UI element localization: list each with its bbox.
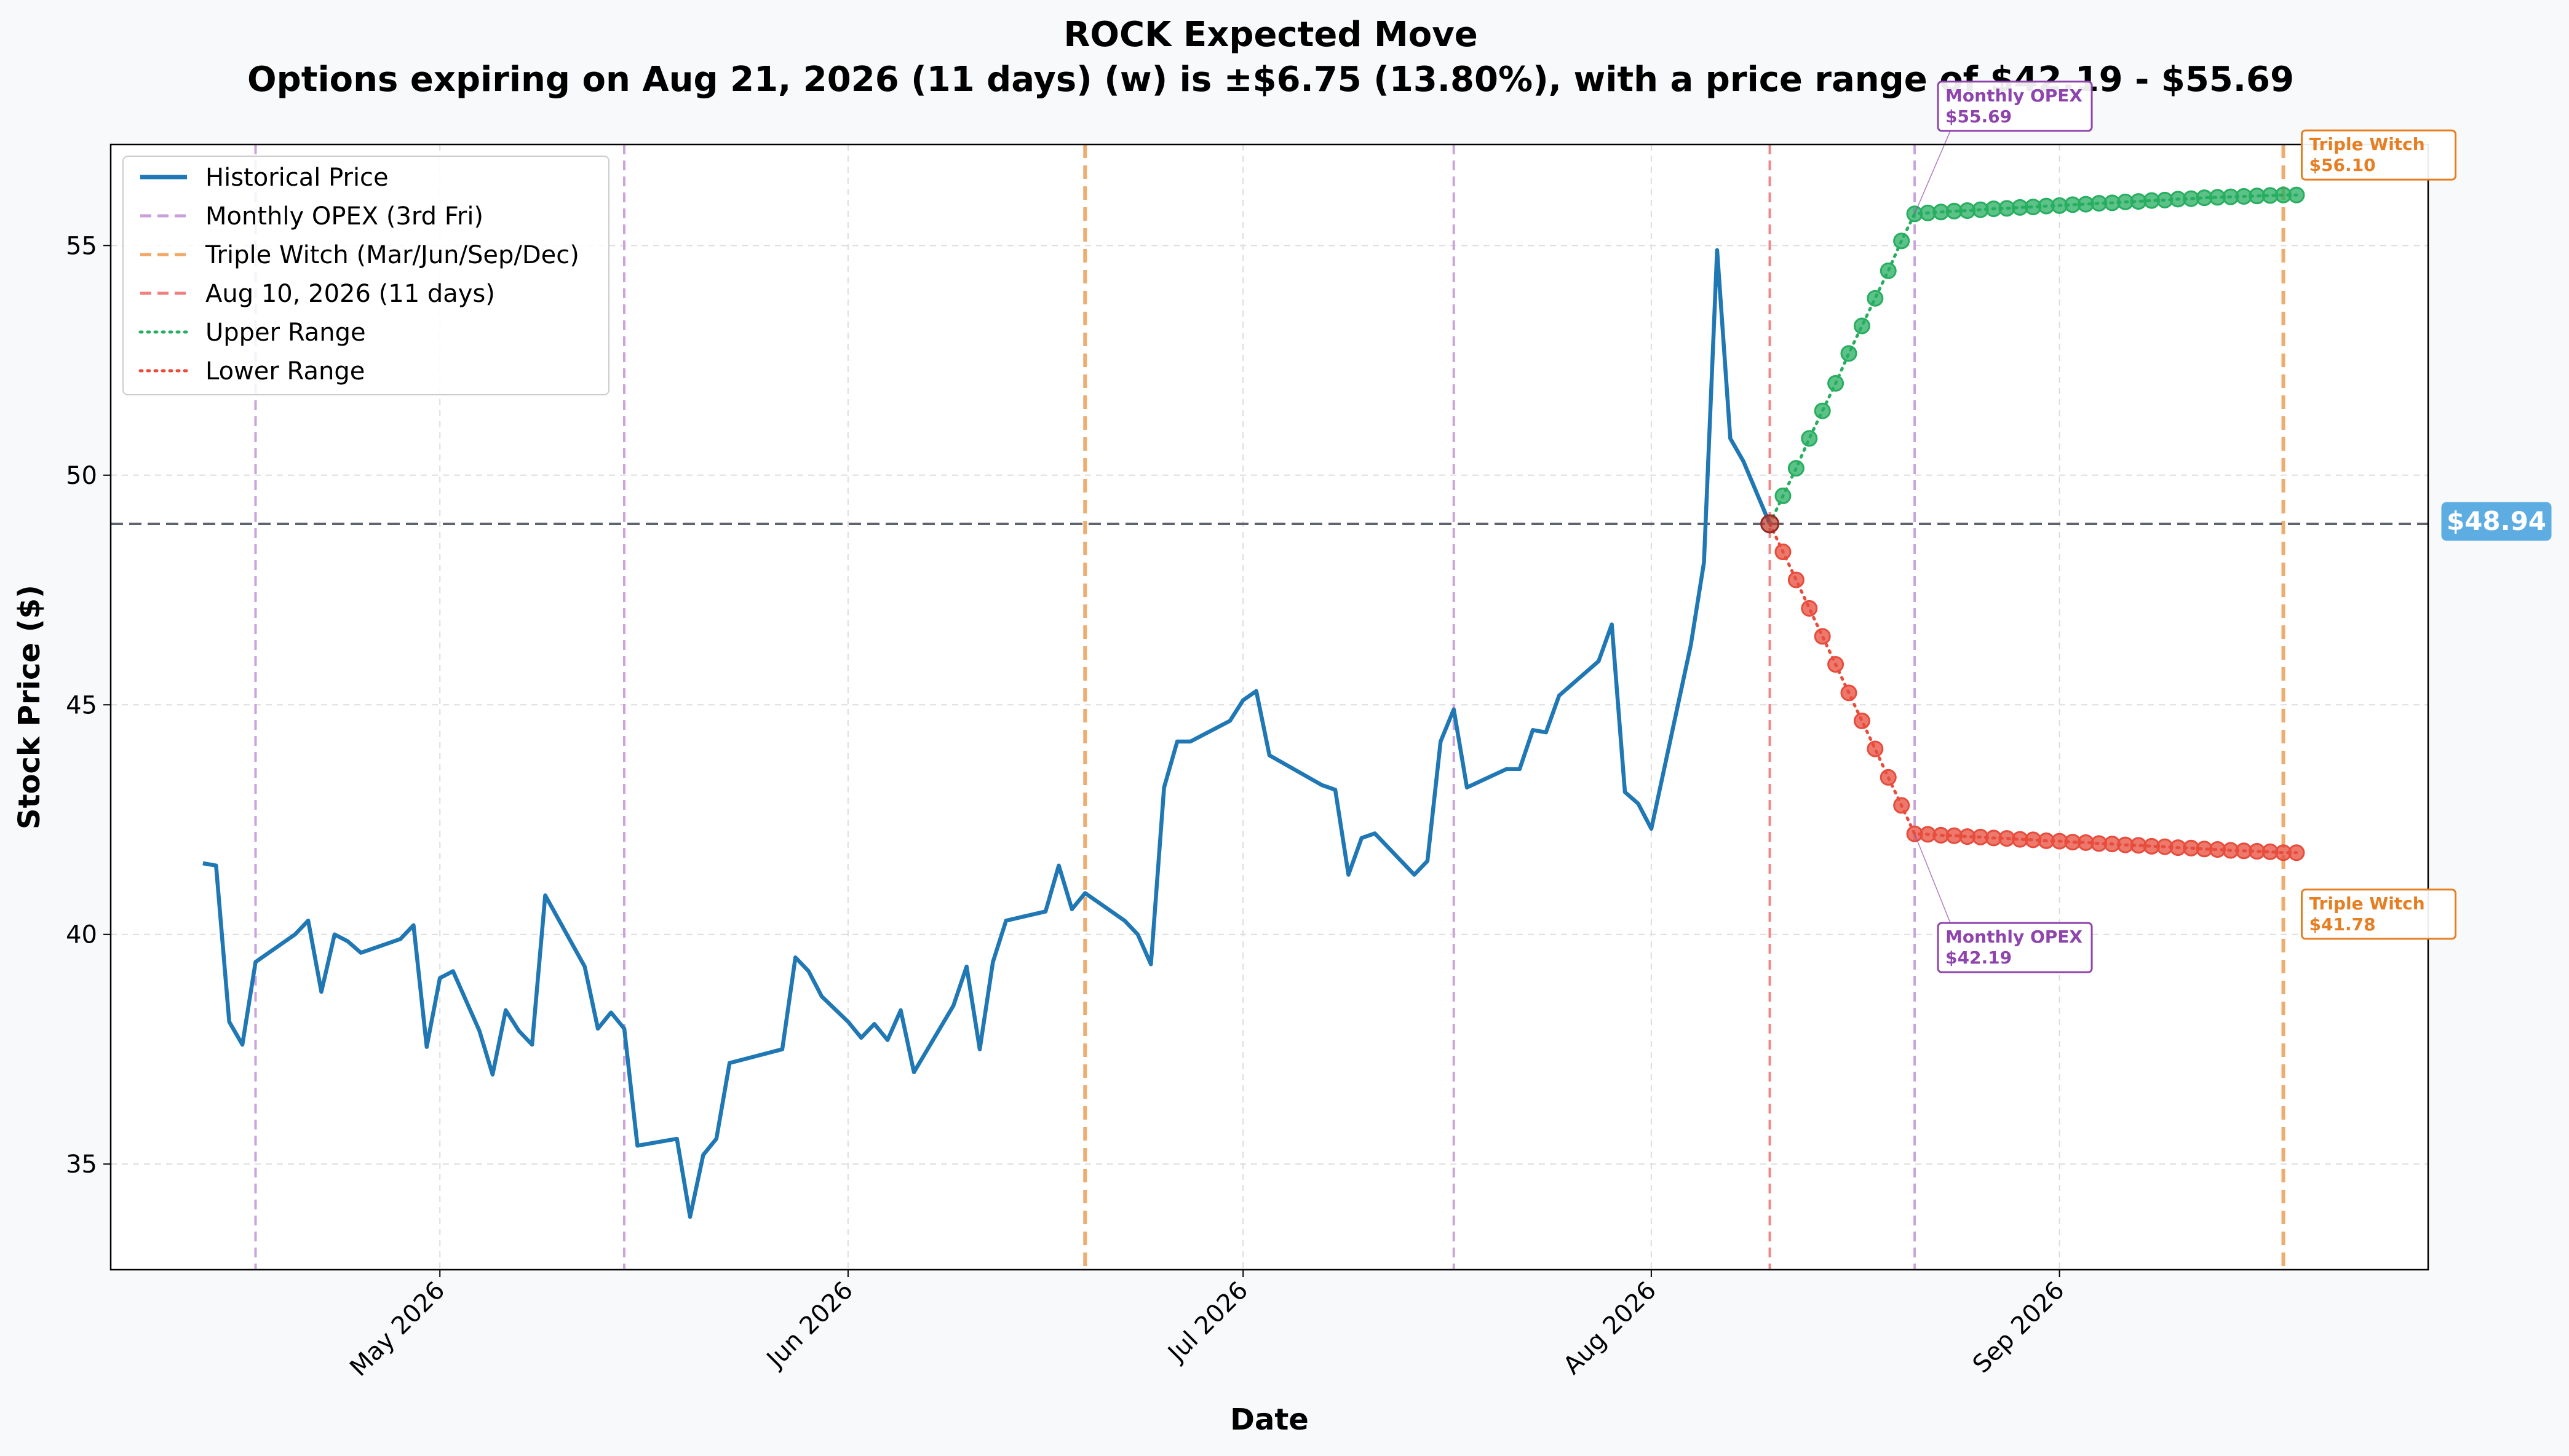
series (202, 186, 2305, 1219)
upper-range-point (1880, 262, 1897, 279)
lower-range-point (2288, 844, 2305, 861)
annotation-title: Monthly OPEX (1945, 85, 2083, 106)
upper-range-point (1840, 345, 1857, 362)
lower-range-point (1774, 544, 1792, 561)
annotation-title: Triple Witch (2309, 134, 2425, 154)
upper-range-point (1787, 460, 1805, 477)
y-tick-label: 40 (66, 921, 97, 949)
annotation-box (2301, 129, 2456, 181)
annotation-value: $42.19 (1945, 948, 2012, 968)
annotation-value: $55.69 (1945, 106, 2012, 127)
annotation-title: Monthly OPEX (1945, 927, 2083, 947)
upper-range-point (1853, 317, 1870, 334)
legend-label: Historical Price (205, 164, 389, 192)
upper-range-point (1893, 232, 1910, 250)
y-tick-label: 45 (66, 691, 97, 719)
legend-label: Upper Range (205, 318, 366, 347)
annotation-opex-lower: Monthly OPEX$42.19 (1937, 922, 2093, 973)
lower-range-point (1840, 684, 1857, 702)
current-price-tag-label: $48.94 (2447, 506, 2546, 536)
y-tick-label: 55 (66, 232, 97, 260)
legend-label: Lower Range (205, 357, 365, 386)
legend: Historical Price Monthly OPEX (3rd Fri) Tr… (122, 156, 609, 395)
current-price-tag-box (2441, 502, 2552, 541)
annotation-value: $41.78 (2309, 914, 2376, 935)
annotation-opex-upper: Monthly OPEX$55.69 (1937, 81, 2093, 132)
current-price-tag: $48.94 (2441, 502, 2552, 541)
lower-range-point (1893, 797, 1910, 814)
plot-frame (109, 143, 2429, 1271)
upper-range-point (1801, 430, 1818, 447)
event-lines (254, 144, 2285, 1270)
upper-range-point (1774, 487, 1792, 504)
lower-range-point (1867, 740, 1884, 758)
lower-range-point (1814, 628, 1831, 645)
legend-label: Monthly OPEX (3rd Fri) (205, 202, 483, 231)
y-tick-label: 50 (66, 462, 97, 490)
y-tick-label: 35 (66, 1150, 97, 1179)
current-price-point (1760, 514, 1780, 534)
legend-label: Triple Witch (Mar/Jun/Sep/Dec) (205, 241, 579, 269)
lower-range-point (1827, 656, 1844, 673)
upper-range-point (2288, 186, 2305, 204)
lower-range-point (1801, 599, 1818, 617)
upper-range-point (1867, 290, 1884, 307)
upper-range-point (1827, 374, 1844, 392)
annotation-tw-lower: Triple Witch$41.78 (2301, 888, 2456, 940)
annotation-tw-upper: Triple Witch$56.10 (2301, 129, 2456, 181)
chart-title: ROCK Expected Move (1063, 15, 1477, 55)
y-axis: 35 40 45 50 55 (66, 232, 111, 1179)
annotation-title: Triple Witch (2309, 893, 2425, 914)
lower-range-point (1880, 769, 1897, 786)
lower-range-point (1787, 571, 1805, 588)
annotation-box (1937, 81, 2093, 132)
lower-range-point (1853, 712, 1870, 729)
x-axis-label: Date (1230, 1403, 1309, 1437)
upper-range-point (1814, 402, 1831, 419)
legend-label: Aug 10, 2026 (11 days) (205, 280, 495, 308)
annotation-box (2301, 888, 2456, 940)
historical-price-line (202, 248, 1772, 1219)
legend-box (122, 156, 609, 395)
annotation-connector (1914, 833, 1951, 924)
y-axis-label: Stock Price ($) (12, 585, 47, 829)
annotation-value: $56.10 (2309, 155, 2376, 175)
annotation-box (1937, 922, 2093, 973)
